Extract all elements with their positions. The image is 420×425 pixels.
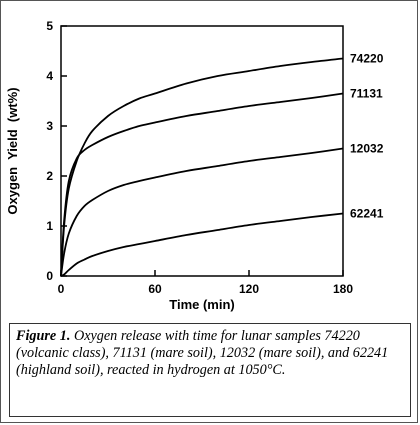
y-tick-label: 2 — [46, 169, 53, 183]
caption-text: Oxygen release with time for lunar sampl… — [16, 328, 389, 378]
series-line-71131 — [60, 92, 344, 277]
series-lines — [60, 57, 344, 277]
series-line-74220 — [60, 57, 344, 277]
series-line-12032 — [60, 147, 344, 277]
caption-label: Figure 1. — [16, 328, 71, 344]
x-axis-title: Time (min) — [169, 297, 235, 312]
x-tick-label: 0 — [58, 282, 65, 296]
plot-area-border — [60, 25, 344, 277]
series-label-74220: 74220 — [350, 52, 384, 66]
series-line-62241 — [60, 212, 344, 277]
x-tick-label: 180 — [333, 282, 353, 296]
y-tick-label: 0 — [46, 269, 53, 283]
x-tick-label: 120 — [239, 282, 259, 296]
y-axis-title: Oxygen Yield (wt%) — [5, 87, 20, 214]
y-tick-label: 4 — [46, 69, 53, 83]
x-tick-label: 60 — [148, 282, 162, 296]
y-tick-label: 5 — [46, 19, 53, 33]
series-label-71131: 71131 — [350, 87, 383, 101]
figure-caption: Figure 1. Oxygen release with time for l… — [9, 323, 411, 417]
axis-ticks: 0 1 2 3 4 5 0 60 120 180 — [46, 19, 353, 296]
series-label-12032: 12032 — [350, 142, 384, 156]
y-tick-label: 3 — [46, 119, 53, 133]
series-labels: 74220 71131 12032 62241 — [350, 52, 384, 221]
line-chart: 0 1 2 3 4 5 0 60 120 180 74220 71131 12032 62241 Tim… — [5, 19, 384, 312]
series-label-62241: 62241 — [350, 207, 384, 221]
y-tick-label: 1 — [46, 219, 53, 233]
